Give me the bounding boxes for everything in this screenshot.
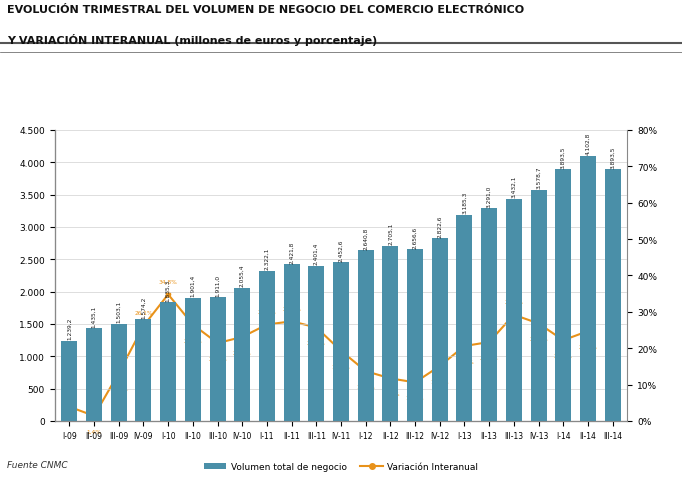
Bar — [580, 156, 596, 421]
Text: 29,2%: 29,2% — [505, 299, 523, 304]
Text: 2.421,8: 2.421,8 — [289, 241, 294, 263]
Bar — [308, 266, 325, 421]
Text: EVOLUCIÓN TRIMESTRAL DEL VOLUMEN DE NEGOCIO DEL COMERCIO ELECTRÓNICO: EVOLUCIÓN TRIMESTRAL DEL VOLUMEN DE NEGO… — [7, 5, 524, 15]
Bar — [407, 250, 423, 421]
Bar — [383, 246, 398, 421]
Text: 3.893,5: 3.893,5 — [561, 146, 566, 168]
Bar — [284, 265, 299, 421]
Text: 10,6%: 10,6% — [406, 395, 424, 400]
Text: 3.185,3: 3.185,3 — [462, 192, 467, 214]
Bar — [234, 288, 250, 421]
Text: 2.452,6: 2.452,6 — [338, 239, 344, 261]
Bar — [209, 298, 226, 421]
Text: 3.291,0: 3.291,0 — [487, 185, 492, 207]
Bar — [555, 170, 572, 421]
Text: 2.401,4: 2.401,4 — [314, 242, 318, 264]
Bar — [86, 329, 102, 421]
Text: 2.705,1: 2.705,1 — [388, 223, 393, 245]
Text: 3.578,7: 3.578,7 — [536, 166, 541, 189]
Text: 15,1%: 15,1% — [430, 379, 449, 384]
Text: 1.503,1: 1.503,1 — [116, 300, 121, 322]
Bar — [481, 209, 497, 421]
Text: 11,7%: 11,7% — [381, 391, 400, 396]
Bar — [136, 319, 151, 421]
Text: 26,1%: 26,1% — [134, 310, 153, 316]
Bar — [456, 215, 473, 421]
Bar — [357, 251, 374, 421]
Text: 2.640,8: 2.640,8 — [364, 227, 368, 249]
Text: 1.835,3: 1.835,3 — [166, 279, 170, 301]
Text: 20,6%: 20,6% — [455, 359, 474, 364]
Text: 26,5%: 26,5% — [183, 338, 203, 343]
Bar — [333, 263, 349, 421]
Text: 4.102,8: 4.102,8 — [585, 132, 591, 155]
Text: 26,5%: 26,5% — [258, 309, 276, 314]
Text: 2.055,4: 2.055,4 — [240, 264, 245, 287]
Legend: Volumen total de negocio, Variación Interanual: Volumen total de negocio, Variación Inte… — [200, 458, 482, 475]
Text: 21,7%: 21,7% — [479, 355, 499, 360]
Text: Fuente CNMC: Fuente CNMC — [7, 460, 68, 469]
Text: 2.822,6: 2.822,6 — [437, 215, 442, 237]
Text: 22,2%: 22,2% — [554, 353, 573, 358]
Text: 24,7%: 24,7% — [578, 344, 597, 349]
Text: 1.435,1: 1.435,1 — [91, 304, 97, 327]
Text: 1.574,2: 1.574,2 — [141, 296, 146, 318]
Text: 26,8%: 26,8% — [529, 336, 548, 342]
Bar — [605, 170, 621, 421]
Text: 13,7%: 13,7% — [356, 384, 375, 389]
Bar — [259, 271, 275, 421]
Text: 1.901,4: 1.901,4 — [190, 274, 195, 297]
Text: 25,7%: 25,7% — [307, 341, 326, 346]
Text: Y VARIACIÓN INTERANUAL (millones de euros y porcentaje): Y VARIACIÓN INTERANUAL (millones de euro… — [7, 34, 377, 46]
Text: 34,8%: 34,8% — [159, 279, 177, 284]
Text: 1,4%: 1,4% — [87, 429, 102, 434]
Text: 3.432,1: 3.432,1 — [512, 176, 516, 198]
Bar — [61, 341, 77, 421]
Text: 27,4%: 27,4% — [282, 306, 301, 311]
Text: 3.893,5: 3.893,5 — [610, 146, 615, 168]
Text: 19,3%: 19,3% — [331, 364, 351, 369]
Text: 3,9%: 3,9% — [62, 391, 77, 396]
Bar — [432, 239, 448, 421]
Bar — [160, 302, 176, 421]
Text: 23,1%: 23,1% — [233, 350, 252, 355]
Text: 2.656,6: 2.656,6 — [413, 226, 417, 248]
Text: 1.239,2: 1.239,2 — [67, 317, 72, 339]
Bar — [531, 190, 546, 421]
Bar — [110, 324, 127, 421]
Bar — [185, 298, 201, 421]
Text: 21,4%: 21,4% — [208, 356, 227, 361]
Text: 13,2%: 13,2% — [109, 386, 128, 391]
Bar — [506, 199, 522, 421]
Text: 1.911,0: 1.911,0 — [215, 274, 220, 296]
Text: 2.322,1: 2.322,1 — [265, 247, 269, 270]
